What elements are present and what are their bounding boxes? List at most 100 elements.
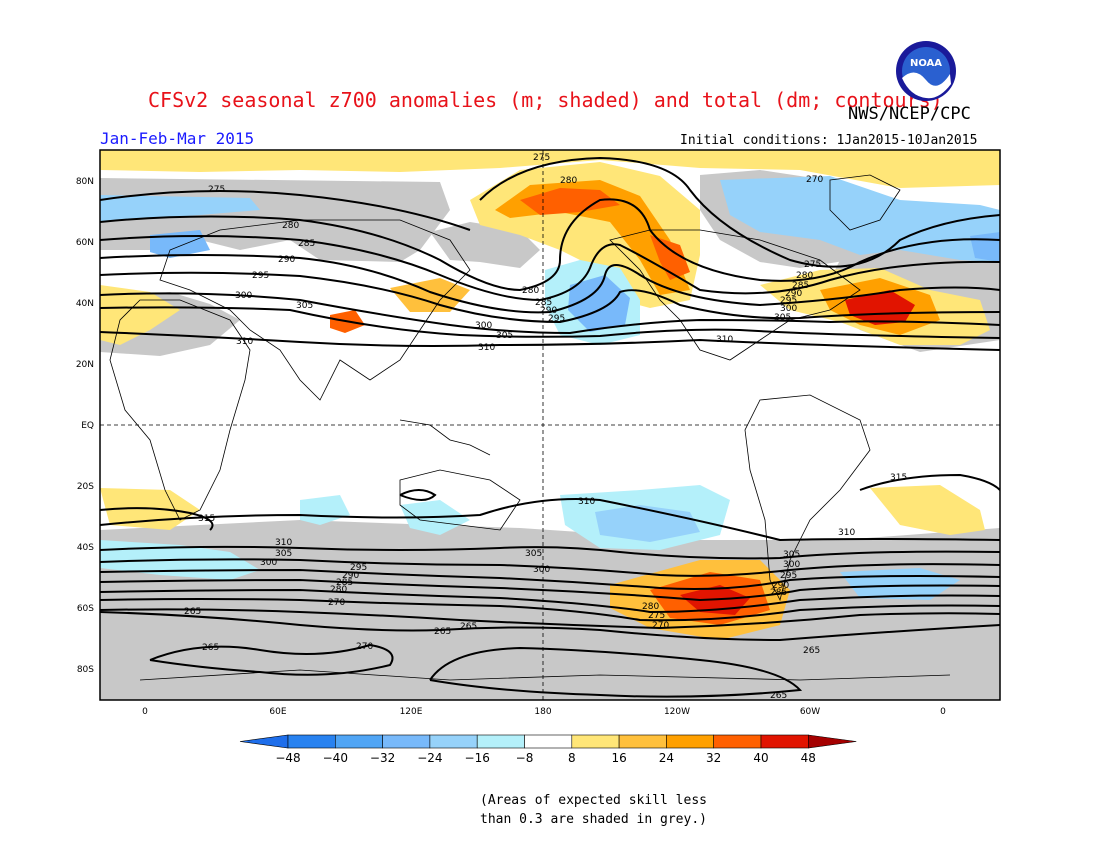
contour-australia-loop bbox=[399, 489, 437, 501]
contour-290-north bbox=[100, 254, 1000, 314]
initial-conditions: Initial conditions: 1Jan2015-10Jan2015 bbox=[680, 133, 978, 148]
label-285-south: 285 bbox=[336, 578, 353, 588]
contour-275-north bbox=[100, 156, 1000, 268]
label-270-south: 270 bbox=[328, 598, 345, 608]
contour-310-north bbox=[100, 331, 1000, 351]
label-270-antarctic: 270 bbox=[356, 642, 373, 652]
colorbar-cell-5 bbox=[476, 734, 525, 749]
colorbar-cell-1 bbox=[287, 734, 336, 749]
contour-315-south bbox=[100, 473, 1000, 531]
colorbar-tick-5: −8 bbox=[516, 751, 534, 765]
contour-300-south bbox=[100, 558, 1000, 577]
lon-label-60w: 60W bbox=[800, 707, 820, 717]
lat-label-80s: 80S bbox=[77, 665, 94, 675]
label-315-atlantic: 315 bbox=[890, 473, 907, 483]
contour-280-south bbox=[100, 598, 1000, 622]
label-300-pacific: 300 bbox=[475, 321, 492, 331]
coast-south-america bbox=[744, 394, 871, 602]
colorbar-cell-3 bbox=[382, 734, 431, 749]
latitude-axis: 80N 60N 40N 20N EQ 20S 40S 60S 80S bbox=[76, 177, 94, 675]
label-300-drake: 300 bbox=[783, 560, 800, 570]
skill-note-line1: (Areas of expected skill less bbox=[480, 793, 707, 808]
anomaly-shading bbox=[100, 150, 1000, 640]
lat-label-80n: 80N bbox=[76, 177, 94, 187]
label-295-atlantic: 295 bbox=[780, 296, 797, 306]
forecast-period: Jan-Feb-Mar 2015 bbox=[100, 129, 255, 148]
label-305-west: 305 bbox=[296, 301, 313, 311]
colorbar-cell-8 bbox=[618, 734, 667, 749]
chart-title: CFSv2 seasonal z700 anomalies (m; shaded… bbox=[148, 88, 943, 112]
label-310-south-atlantic: 310 bbox=[838, 528, 855, 538]
lon-label-60e: 60E bbox=[269, 707, 286, 717]
label-295-south: 295 bbox=[350, 563, 367, 573]
pos-arctic-band bbox=[100, 150, 1000, 188]
noaa-logo-text: NOAA bbox=[910, 58, 942, 69]
coast-eurasia bbox=[159, 219, 471, 401]
label-300-south-pacific: 300 bbox=[533, 565, 550, 575]
label-290-pacific: 290 bbox=[540, 306, 557, 316]
neg-north-pacific-core bbox=[568, 275, 630, 332]
colorbar-ticks: −48 −40 −32 −24 −16 −8 8 16 24 32 40 48 bbox=[275, 751, 816, 765]
label-295-pacific: 295 bbox=[548, 314, 565, 324]
neg-south-pacific-core bbox=[595, 505, 700, 542]
label-305-atlantic: 305 bbox=[774, 313, 791, 323]
colorbar-tick-7: 16 bbox=[611, 751, 626, 765]
label-270-southern: 270 bbox=[652, 621, 669, 631]
label-275-atlantic: 275 bbox=[804, 260, 821, 270]
pos-south-atlantic bbox=[870, 485, 985, 535]
colorbar-tick-8: 24 bbox=[659, 751, 674, 765]
neg-arctic-canada bbox=[720, 176, 1000, 262]
map-frame bbox=[99, 149, 1001, 701]
label-275-west: 275 bbox=[208, 185, 225, 195]
label-305-south-pacific: 305 bbox=[525, 549, 542, 559]
label-270-arctic: 270 bbox=[806, 175, 823, 185]
label-295-drake: 295 bbox=[780, 571, 797, 581]
colorbar-cell-6 bbox=[524, 734, 573, 749]
colorbar-tick-6: 8 bbox=[568, 751, 576, 765]
colorbar-cell-2 bbox=[334, 734, 383, 749]
label-310-south: 310 bbox=[275, 538, 292, 548]
contour-270-south bbox=[100, 608, 1000, 630]
coast-greenland bbox=[829, 174, 901, 231]
longitude-axis: 0 60E 120E 180 120W 60W 0 bbox=[142, 707, 946, 717]
colorbar-tick-10: 40 bbox=[753, 751, 768, 765]
label-310-west: 310 bbox=[236, 337, 253, 347]
lat-label-40n: 40N bbox=[76, 299, 94, 309]
noaa-logo-icon: NOAA bbox=[896, 41, 956, 101]
lat-label-60n: 60N bbox=[76, 238, 94, 248]
contour-290-south bbox=[100, 578, 1000, 602]
colorbar-cell-10 bbox=[713, 734, 762, 749]
colorbar-tick-11: 48 bbox=[801, 751, 816, 765]
label-290-south: 290 bbox=[342, 571, 359, 581]
label-305-pacific: 305 bbox=[496, 331, 513, 341]
pos-alaska-peak2 bbox=[650, 235, 690, 280]
colorbar-tick-9: 32 bbox=[706, 751, 721, 765]
lat-label-60s: 60S bbox=[77, 604, 94, 614]
label-310-pacific: 310 bbox=[478, 343, 495, 353]
lon-label-0-east: 0 bbox=[940, 707, 946, 717]
colorbar-cells bbox=[239, 734, 857, 749]
lat-label-40s: 40S bbox=[77, 543, 94, 553]
colorbar-cell-7 bbox=[571, 734, 620, 749]
label-310-americas: 310 bbox=[716, 335, 733, 345]
lon-label-120w: 120W bbox=[664, 707, 690, 717]
label-305-south: 305 bbox=[275, 549, 292, 559]
label-275-southern: 275 bbox=[648, 611, 665, 621]
label-280-pacific: 280 bbox=[522, 286, 539, 296]
contour-265-antarctic bbox=[429, 646, 803, 698]
colorbar-tick-3: −24 bbox=[417, 751, 442, 765]
contour-295-south bbox=[100, 568, 1000, 590]
label-265-bottom: 265 bbox=[770, 691, 787, 701]
contour-280-north bbox=[100, 198, 1000, 292]
coast-indonesia bbox=[399, 419, 491, 456]
contour-300-north bbox=[100, 292, 1000, 335]
colorbar-arrow-right bbox=[808, 734, 857, 749]
agency-label: NWS/NCEP/CPC bbox=[848, 104, 971, 124]
label-265-east: 265 bbox=[803, 646, 820, 656]
lon-label-180: 180 bbox=[534, 707, 551, 717]
label-285-west: 285 bbox=[298, 239, 315, 249]
colorbar-tick-0: −48 bbox=[275, 751, 300, 765]
coast-antarctica bbox=[139, 669, 951, 681]
